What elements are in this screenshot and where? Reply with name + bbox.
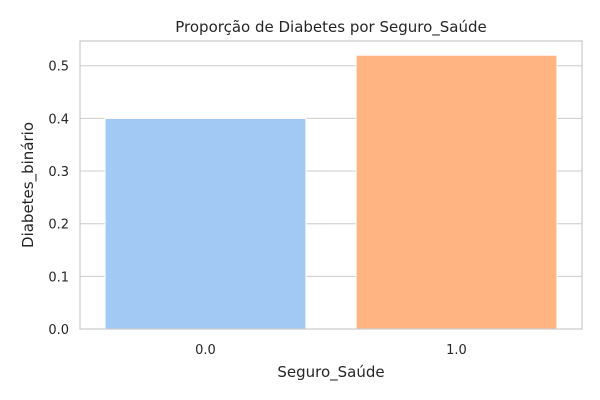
y-tick-labels: 0.0 0.1 0.2 0.3 0.4 0.5 (48, 60, 69, 338)
bar-0.0 (104, 117, 307, 330)
y-tick-label: 0.2 (48, 218, 69, 233)
x-axis-label: Seguro_Saúde (277, 363, 384, 382)
y-tick-label: 0.4 (48, 112, 69, 127)
y-tick-label: 0.0 (48, 323, 69, 338)
x-tick-label: 1.0 (446, 343, 467, 358)
y-tick-label: 0.1 (48, 270, 69, 285)
x-tick-label: 0.0 (195, 343, 216, 358)
chart-title: Proporção de Diabetes por Seguro_Saúde (175, 18, 486, 37)
bar-1.0 (355, 54, 558, 330)
x-tick-labels: 0.0 1.0 (195, 343, 467, 358)
bars (104, 54, 558, 330)
y-tick-label: 0.5 (48, 60, 69, 75)
plot-frame (79, 40, 583, 330)
y-tick-label: 0.3 (48, 165, 69, 180)
y-axis-label: Diabetes_binário (19, 122, 38, 248)
